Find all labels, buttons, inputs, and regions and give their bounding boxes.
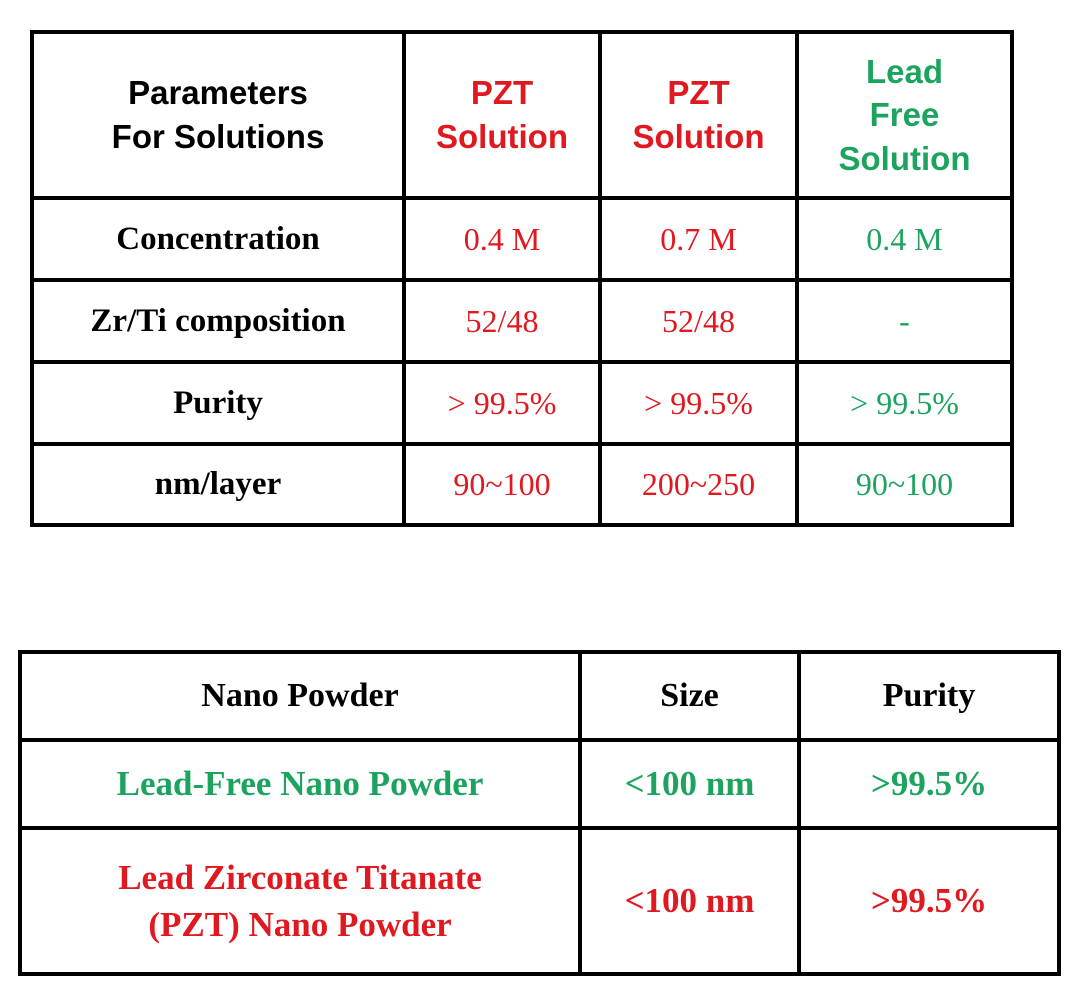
row-purity: Purity > 99.5% > 99.5% > 99.5% — [30, 360, 1014, 446]
nano-powder-table: Nano Powder Size Purity Lead-Free Nano P… — [18, 650, 1061, 976]
solutions-header-row: Parameters For Solutions PZT Solution PZ… — [30, 30, 1014, 200]
value-zrti-leadfree: - — [795, 278, 1014, 364]
param-label-nm-layer: nm/layer — [30, 442, 406, 527]
header-pzt-solution-1: PZT Solution — [402, 30, 602, 200]
param-label-purity: Purity — [30, 360, 406, 446]
value-purity-pzt1: > 99.5% — [402, 360, 602, 446]
value-nmlayer-pzt2: 200~250 — [598, 442, 799, 527]
header-lead-free-solution: Lead Free Solution — [795, 30, 1014, 200]
value-concentration-pzt1: 0.4 M — [402, 196, 602, 282]
row-nm-layer: nm/layer 90~100 200~250 90~100 — [30, 442, 1014, 527]
powder-size-lead-free: <100 nm — [578, 738, 801, 830]
header-purity: Purity — [797, 650, 1061, 742]
header-size: Size — [578, 650, 801, 742]
powder-size-pzt: <100 nm — [578, 826, 801, 976]
solutions-parameters-table: Parameters For Solutions PZT Solution PZ… — [30, 30, 1014, 527]
row-lead-free-powder: Lead-Free Nano Powder <100 nm >99.5% — [18, 738, 1061, 830]
header-pzt-solution-2: PZT Solution — [598, 30, 799, 200]
param-label-concentration: Concentration — [30, 196, 406, 282]
row-pzt-powder: Lead Zirconate Titanate (PZT) Nano Powde… — [18, 826, 1061, 976]
value-purity-leadfree: > 99.5% — [795, 360, 1014, 446]
header-nano-powder: Nano Powder — [18, 650, 582, 742]
powder-purity-pzt: >99.5% — [797, 826, 1061, 976]
value-zrti-pzt2: 52/48 — [598, 278, 799, 364]
header-parameters-for-solutions: Parameters For Solutions — [30, 30, 406, 200]
value-nmlayer-leadfree: 90~100 — [795, 442, 1014, 527]
value-concentration-leadfree: 0.4 M — [795, 196, 1014, 282]
row-concentration: Concentration 0.4 M 0.7 M 0.4 M — [30, 196, 1014, 282]
powder-name-lead-free: Lead-Free Nano Powder — [18, 738, 582, 830]
value-purity-pzt2: > 99.5% — [598, 360, 799, 446]
row-zrti-composition: Zr/Ti composition 52/48 52/48 - — [30, 278, 1014, 364]
value-zrti-pzt1: 52/48 — [402, 278, 602, 364]
value-concentration-pzt2: 0.7 M — [598, 196, 799, 282]
powder-purity-lead-free: >99.5% — [797, 738, 1061, 830]
value-nmlayer-pzt1: 90~100 — [402, 442, 602, 527]
powder-header-row: Nano Powder Size Purity — [18, 650, 1061, 742]
param-label-zrti: Zr/Ti composition — [30, 278, 406, 364]
powder-name-pzt: Lead Zirconate Titanate (PZT) Nano Powde… — [18, 826, 582, 976]
